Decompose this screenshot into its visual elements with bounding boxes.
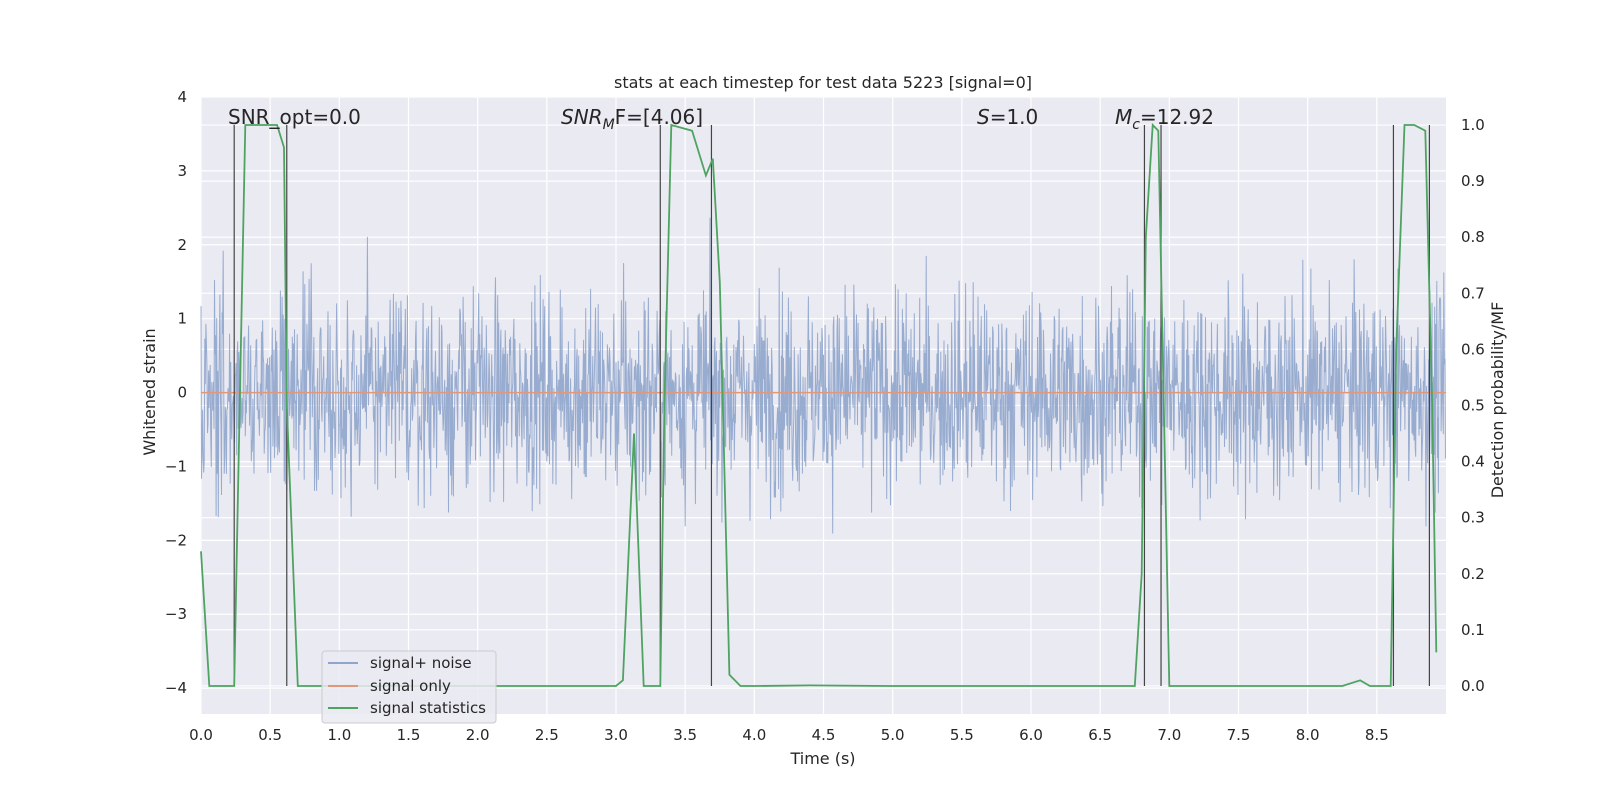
x-tick-label: 7.0	[1157, 726, 1181, 744]
y-tick-label: 4	[177, 88, 187, 106]
x-axis-label: Time (s)	[789, 749, 855, 768]
y-right-tick-label: 0.6	[1461, 340, 1485, 358]
y-right-tick-label: 0.2	[1461, 565, 1485, 583]
x-tick-label: 1.0	[327, 726, 351, 744]
x-tick-label: 4.5	[812, 726, 836, 744]
y-tick-label: −3	[165, 605, 187, 623]
legend-label-stats: signal statistics	[370, 699, 486, 717]
legend-box	[321, 650, 497, 724]
y-right-tick-label: 0.7	[1461, 284, 1485, 302]
legend: signal+ noise signal only signal statist…	[321, 650, 497, 724]
y-tick-label: −2	[165, 531, 187, 549]
signal-noise-line	[200, 217, 1446, 534]
x-tick-label: 5.5	[950, 726, 974, 744]
x-tick-label: 1.5	[397, 726, 421, 744]
x-tick-label: 3.5	[673, 726, 697, 744]
x-tick-label: 3.0	[604, 726, 628, 744]
chart-title: stats at each timestep for test data 522…	[614, 73, 1032, 92]
x-tick-label: 4.0	[742, 726, 766, 744]
x-tick-label: 6.0	[1019, 726, 1043, 744]
y-tick-labels: −4 −3 −2 −1 0 1 2 3 4	[165, 88, 187, 697]
y-right-tick-label: 0.0	[1461, 677, 1485, 695]
x-tick-label: 8.0	[1296, 726, 1320, 744]
x-tick-label: 5.0	[881, 726, 905, 744]
annotation-snr-opt: SNR_opt=0.0	[228, 105, 361, 129]
x-tick-label: 8.5	[1365, 726, 1389, 744]
x-tick-label: 0.0	[189, 726, 213, 744]
y-right-tick-label: 0.1	[1461, 621, 1485, 639]
y-tick-label: 0	[177, 384, 187, 402]
y-right-axis-label: Detection probability/MF	[1488, 302, 1507, 499]
y-right-tick-label: 0.3	[1461, 509, 1485, 527]
signal-statistics-line	[200, 122, 1438, 687]
y-tick-label: −1	[165, 457, 187, 475]
y-tick-label: −4	[165, 679, 187, 697]
x-tick-label: 0.5	[258, 726, 282, 744]
x-tick-labels: 0.0 0.5 1.0 1.5 2.0 2.5 3.0 3.5 4.0 4.5 5.0 5.5 6.0 6…	[189, 726, 1389, 744]
annotation-s: S=1.0	[977, 105, 1038, 129]
y-tick-label: 2	[177, 236, 187, 254]
x-tick-label: 6.5	[1088, 726, 1112, 744]
series-signal-statistics	[200, 122, 1438, 687]
x-tick-label: 2.5	[535, 726, 559, 744]
legend-label-noise: signal+ noise	[370, 654, 472, 672]
y-right-tick-labels: 0.0 0.1 0.2 0.3 0.4 0.5 0.6 0.7 0.8 0.9 1.0	[1461, 116, 1485, 695]
y-right-tick-label: 0.8	[1461, 228, 1485, 246]
y-tick-label: 3	[177, 162, 187, 180]
annotation-mc: Mc=12.92	[1115, 105, 1214, 133]
y-right-tick-label: 0.5	[1461, 397, 1485, 415]
y-right-tick-label: 0.4	[1461, 453, 1485, 471]
y-right-tick-label: 0.9	[1461, 172, 1485, 190]
annotation-snr-mf: SNRMF=[4.06]	[561, 105, 703, 133]
legend-label-signal: signal only	[370, 677, 451, 695]
x-tick-label: 2.0	[466, 726, 490, 744]
series-signal-noise	[200, 217, 1446, 534]
y-tick-label: 1	[177, 310, 187, 328]
x-tick-label: 7.5	[1227, 726, 1251, 744]
y-axis-label: Whitened strain	[140, 328, 159, 455]
y-right-tick-label: 1.0	[1461, 116, 1485, 134]
